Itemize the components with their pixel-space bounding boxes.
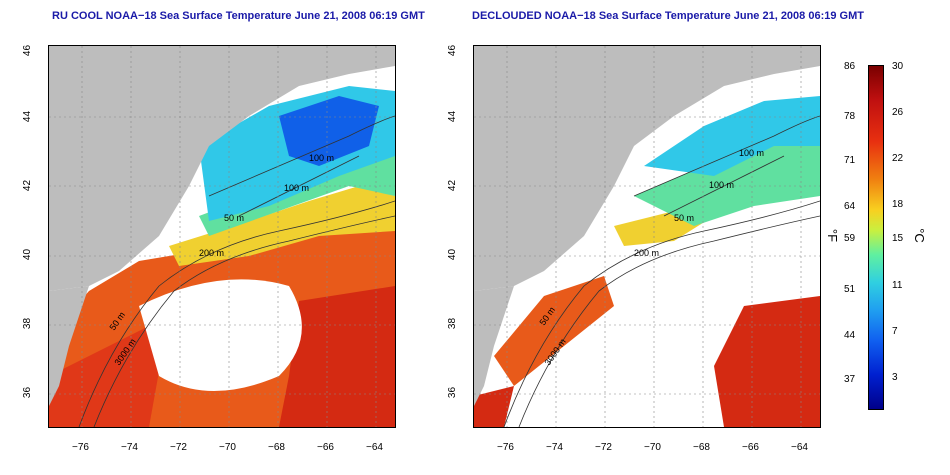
left-sst-map: 100 m 100 m 50 m 200 m 50 m 3000 m (48, 45, 396, 428)
lat-tick-label: 40 (447, 248, 459, 261)
lat-tick-label: 46 (447, 44, 459, 57)
lon-tick-label: −72 (595, 442, 612, 453)
lon-tick-label: −74 (121, 442, 138, 453)
lat-tick-label: 44 (447, 110, 459, 123)
celsius-unit-label: °C (911, 228, 927, 243)
fahrenheit-tick: 37 (844, 374, 856, 385)
lon-tick-label: −68 (268, 442, 285, 453)
lon-tick-label: −70 (219, 442, 236, 453)
lon-tick-label: −68 (693, 442, 710, 453)
lon-tick-label: −66 (742, 442, 759, 453)
celsius-tick: 22 (892, 153, 904, 164)
lon-tick-label: −64 (791, 442, 808, 453)
celsius-tick: 7 (892, 326, 898, 337)
contour-label: 50 m (674, 213, 694, 223)
contour-label: 100 m (739, 148, 764, 158)
lon-tick-label: −66 (317, 442, 334, 453)
lon-tick-label: −64 (366, 442, 383, 453)
celsius-tick: 26 (892, 107, 904, 118)
fahrenheit-tick: 59 (844, 233, 856, 244)
fahrenheit-unit-label: °F (825, 228, 841, 243)
contour-label: 100 m (709, 180, 734, 190)
contour-label: 50 m (224, 213, 244, 223)
lat-tick-label: 38 (22, 317, 34, 330)
celsius-tick: 18 (892, 199, 904, 210)
lon-tick-label: −74 (546, 442, 563, 453)
fahrenheit-tick: 71 (844, 155, 856, 166)
lon-tick-label: −72 (170, 442, 187, 453)
lat-tick-label: 36 (447, 386, 459, 399)
lat-tick-label: 38 (447, 317, 459, 330)
lat-tick-label: 42 (447, 179, 459, 192)
contour-label: 100 m (309, 153, 334, 163)
right-map-title: DECLOUDED NOAA−18 Sea Surface Temperatur… (472, 10, 864, 22)
celsius-tick: 3 (892, 372, 898, 383)
lat-tick-label: 42 (22, 179, 34, 192)
lat-tick-label: 44 (22, 110, 34, 123)
lat-tick-label: 46 (22, 44, 34, 57)
lat-tick-label: 36 (22, 386, 34, 399)
contour-label: 100 m (284, 183, 309, 193)
lon-tick-label: −76 (72, 442, 89, 453)
celsius-tick: 11 (892, 280, 903, 291)
right-sst-map: 100 m 100 m 50 m 200 m 50 m 3000 m (473, 45, 821, 428)
fahrenheit-tick: 78 (844, 111, 856, 122)
contour-label: 200 m (199, 248, 224, 258)
fahrenheit-tick: 51 (844, 284, 856, 295)
fahrenheit-tick: 44 (844, 330, 856, 341)
left-map-title: RU COOL NOAA−18 Sea Surface Temperature … (52, 10, 425, 22)
lon-tick-label: −70 (644, 442, 661, 453)
temperature-colorbar (868, 65, 884, 410)
contour-label: 200 m (634, 248, 659, 258)
fahrenheit-tick: 64 (844, 201, 856, 212)
celsius-tick: 15 (892, 233, 904, 244)
fahrenheit-tick: 86 (844, 61, 856, 72)
celsius-tick: 30 (892, 61, 904, 72)
lat-tick-label: 40 (22, 248, 34, 261)
lon-tick-label: −76 (497, 442, 514, 453)
